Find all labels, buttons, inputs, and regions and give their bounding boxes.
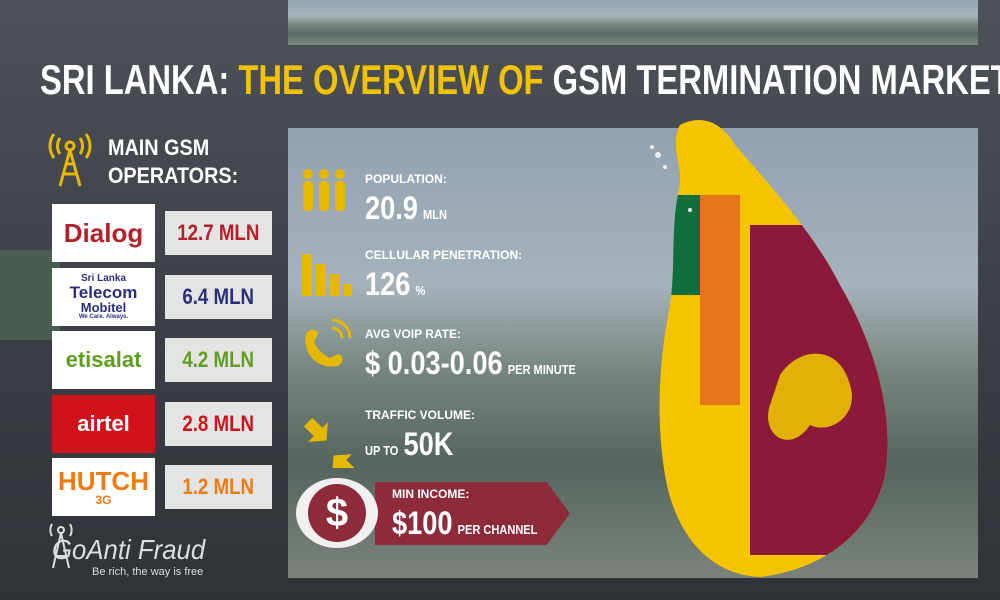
stat-label: CELLULAR PENETRATION:	[365, 248, 523, 262]
logo-text: Telecom	[69, 282, 138, 302]
brand-antenna	[49, 523, 73, 569]
logo-text: Mobitel	[80, 299, 127, 315]
tree-photo	[0, 250, 60, 340]
antenna-icon	[48, 133, 92, 187]
stat-value: 20.9 MLN	[365, 190, 447, 227]
operator-logo: etisalat	[52, 331, 155, 389]
subscribers-box: 12.7 MLN	[165, 211, 272, 255]
income-amount: $100	[392, 505, 453, 541]
operator-logo: Dialog	[52, 204, 155, 262]
logo-text: 3G	[95, 493, 112, 507]
title-mid: THE OVERVIEW OF	[238, 56, 544, 103]
stat-unit: PER MINUTE	[507, 362, 576, 377]
sri-lanka-map	[650, 120, 888, 578]
stat-number: $ 0.03-0.06	[365, 345, 503, 381]
logo-text: airtel	[77, 410, 130, 436]
subscribers-box: 1.2 MLN	[165, 465, 272, 509]
operators-heading: MAIN GSM OPERATORS:	[108, 134, 238, 190]
subscribers-box: 2.8 MLN	[165, 401, 272, 446]
stat-label: AVG VOIP RATE:	[365, 327, 462, 341]
stat-number: 20.9	[365, 190, 418, 226]
stat-number: 50K	[403, 426, 454, 462]
operator-logo: HUTCH 3G	[52, 458, 155, 516]
brand-slogan: Be rich, the way is free	[92, 566, 204, 578]
title-lead: SRI LANKA:	[40, 56, 230, 103]
stat-label: TRAFFIC VOLUME:	[365, 408, 475, 422]
stat-number: 126	[365, 266, 411, 302]
heading-line: MAIN GSM	[108, 135, 210, 160]
subscribers: 6.4 MLN	[182, 283, 255, 309]
title: SRI LANKA: THE OVERVIEW OF GSM TERMINATI…	[40, 56, 1000, 104]
logo-text: We Care. Always.	[78, 313, 129, 320]
subscribers-box: 4.2 MLN	[165, 338, 272, 382]
income-unit: PER CHANNEL	[457, 522, 538, 537]
stat-value: $ 0.03-0.06 PER MINUTE	[365, 345, 576, 382]
heading-line: OPERATORS:	[108, 163, 239, 188]
dollar-icon: $	[308, 484, 366, 542]
subscribers: 4.2 MLN	[182, 347, 255, 372]
brand-name: GoAnti Fraud	[52, 534, 206, 565]
logo-text: Sri Lanka	[80, 272, 127, 284]
top-photo	[288, 0, 978, 45]
stat-label: POPULATION:	[365, 172, 447, 186]
operator-logo: airtel	[52, 394, 155, 453]
stat-prefix: UP TO	[365, 443, 399, 458]
income-value: $100 PER CHANNEL	[392, 505, 537, 542]
stat-value: UP TO 50K	[365, 426, 453, 463]
stat-unit: %	[415, 283, 426, 298]
subscribers: 12.7 MLN	[177, 220, 260, 245]
subscribers: 1.2 MLN	[182, 474, 255, 499]
income-label: MIN INCOME:	[392, 487, 470, 501]
subscribers: 2.8 MLN	[182, 410, 255, 436]
stat-unit: MLN	[423, 207, 447, 222]
logo-text: Dialog	[63, 218, 144, 248]
subscribers-box: 6.4 MLN	[165, 274, 272, 319]
operator-logo: Sri Lanka Telecom Mobitel We Care. Always.	[52, 267, 155, 326]
income-circle: $	[296, 478, 378, 548]
logo-text: HUTCH	[58, 466, 149, 496]
income-banner	[375, 482, 570, 545]
stat-value: 126%	[365, 266, 425, 303]
title-end: GSM TERMINATION MARKET	[552, 56, 1000, 103]
logo-text: etisalat	[65, 347, 142, 372]
stat-icons	[302, 169, 354, 468]
